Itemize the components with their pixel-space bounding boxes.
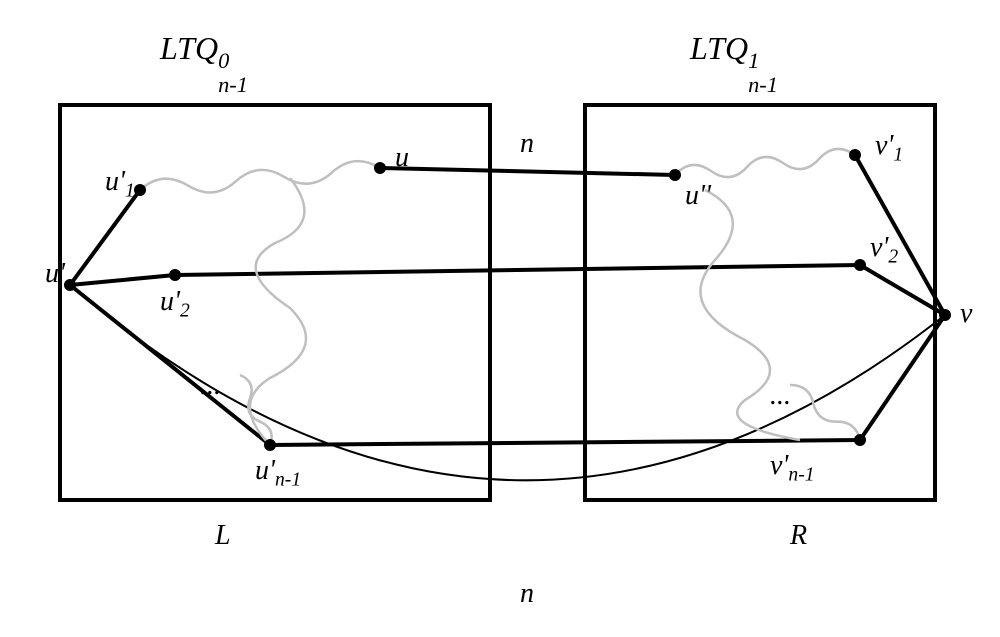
- label-n_bottom: n: [520, 578, 534, 610]
- edge-v-v1: [855, 155, 945, 315]
- label-v: v: [960, 298, 972, 330]
- edge-u2-v2: [175, 265, 860, 275]
- node-vn1: [854, 434, 866, 446]
- label-vn1: v'n-1: [770, 450, 815, 487]
- diagram-svg: [0, 0, 1000, 637]
- title-left: LTQ0n-1: [160, 30, 224, 67]
- label-R: R: [790, 520, 807, 552]
- edge-un1-vn1: [270, 440, 860, 445]
- label-v2: v'2: [870, 232, 898, 269]
- edge-uprime-u1: [70, 190, 140, 285]
- box-left: [60, 105, 490, 500]
- wavy-left-tall: [250, 178, 306, 445]
- edge-v-vn1: [860, 315, 945, 440]
- label-L: L: [215, 520, 231, 552]
- label-dots_left: ...: [200, 370, 221, 402]
- node-udblprime: [669, 169, 681, 181]
- label-dots_right: ...: [770, 380, 791, 412]
- node-un1: [264, 439, 276, 451]
- wavy-udpp-v1: [675, 149, 855, 177]
- node-u1: [134, 184, 146, 196]
- node-v: [939, 309, 951, 321]
- edge-u-udblprime: [380, 168, 675, 175]
- node-v1: [849, 149, 861, 161]
- label-v1: v'1: [875, 130, 903, 167]
- label-u2: u'2: [160, 286, 190, 323]
- label-uprime: u': [45, 258, 65, 290]
- wavy-right-short: [790, 385, 860, 440]
- label-un1: u'n-1: [255, 455, 301, 492]
- label-n_top: n: [520, 128, 534, 160]
- wavy-u1-u: [140, 161, 380, 192]
- label-u: u: [395, 142, 409, 174]
- node-uprime: [64, 279, 76, 291]
- diagram-canvas: LTQ0n-1 LTQ1n-1 u u'1 u'2 u'n-1 u' u'' v v'1 v'2 v'…: [0, 0, 1000, 637]
- label-u1: u'1: [105, 166, 135, 203]
- title-right: LTQ1n-1: [690, 30, 754, 67]
- label-udblprime: u'': [685, 180, 711, 212]
- node-u: [374, 162, 386, 174]
- node-v2: [854, 259, 866, 271]
- edge-uprime-u2: [70, 275, 175, 285]
- node-u2: [169, 269, 181, 281]
